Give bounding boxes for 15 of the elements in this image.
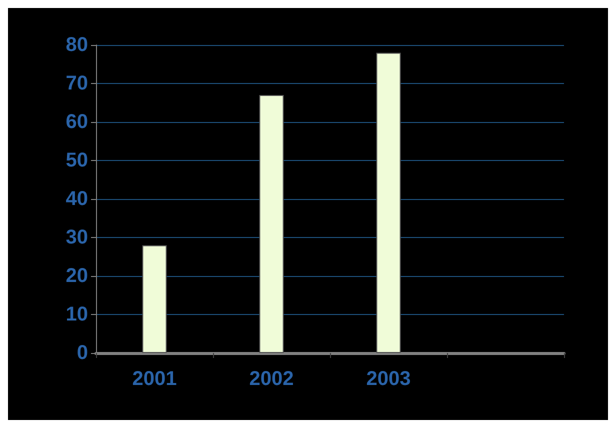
y-tick-label: 60 [66, 111, 88, 133]
y-tick-label: 50 [66, 150, 88, 172]
bar [142, 245, 167, 353]
y-tick-label: 80 [66, 34, 88, 56]
y-tick-label: 40 [66, 188, 88, 210]
x-tick-label: 2003 [366, 368, 411, 390]
y-tick-label: 10 [66, 304, 88, 326]
y-tick-label: 70 [66, 72, 88, 94]
bar [259, 95, 284, 353]
y-tick-label: 30 [66, 226, 88, 248]
bar [376, 52, 401, 353]
y-tick-label: 0 [76, 342, 88, 364]
y-tick-label: 20 [66, 265, 88, 287]
x-tick-label: 2002 [249, 368, 294, 390]
x-tick-label: 2001 [132, 368, 177, 390]
